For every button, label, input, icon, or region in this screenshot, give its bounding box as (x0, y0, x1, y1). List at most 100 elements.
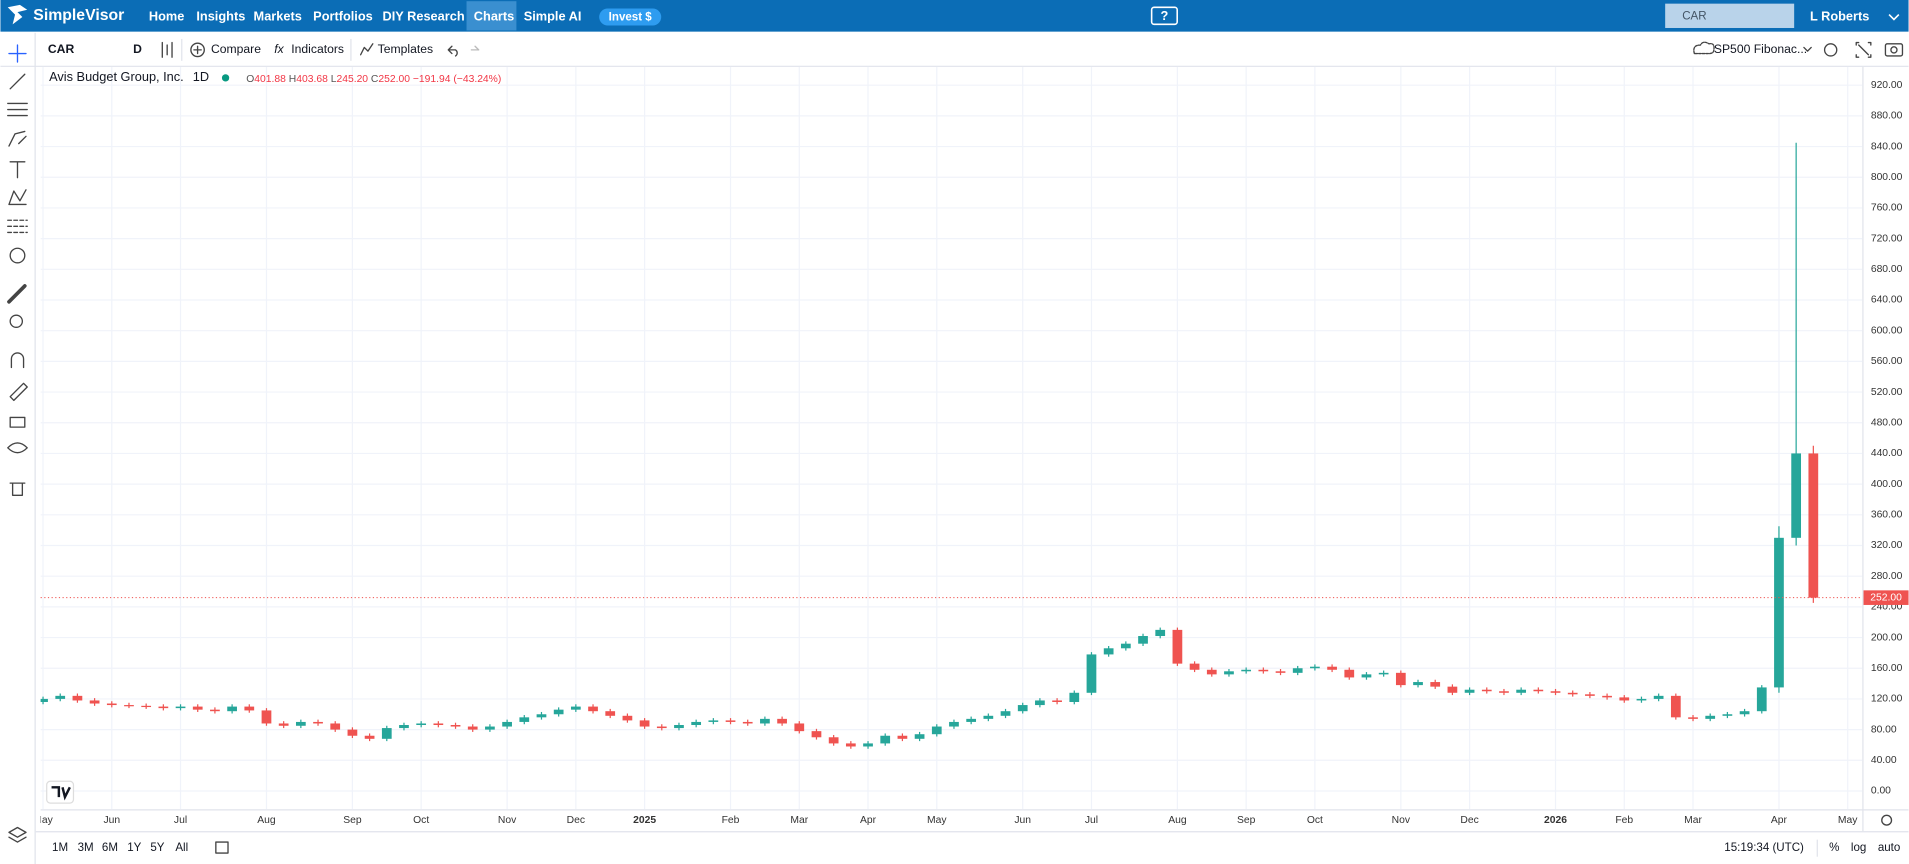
brand[interactable]: SimpleVisor (33, 7, 124, 24)
y-tick-label: 480.00 (1871, 417, 1903, 428)
study-selector[interactable]: SP500 Fibonac... (1714, 42, 1807, 56)
brush-tool[interactable] (8, 130, 27, 147)
candle-body (244, 706, 255, 711)
study-caret (1803, 46, 1812, 52)
chart-style-icon[interactable] (161, 41, 173, 58)
range-button[interactable]: 6M (102, 842, 118, 854)
x-tick-label: 2026 (1544, 815, 1567, 826)
indicators-button[interactable]: Indicators (291, 42, 344, 56)
y-tick-label: 440.00 (1871, 448, 1903, 459)
icon-tool[interactable] (9, 247, 26, 264)
candle-body (949, 721, 959, 727)
invest-pill[interactable] (599, 8, 662, 26)
candle-body (1275, 671, 1286, 673)
measure-tool[interactable] (7, 284, 27, 304)
fib-tool[interactable] (7, 102, 28, 117)
hide-tool[interactable] (7, 442, 28, 454)
delete-tool[interactable] (9, 482, 26, 496)
nav-link[interactable]: Markets (254, 8, 302, 23)
invest-button[interactable]: Invest $ (609, 12, 653, 24)
candle-body (381, 728, 392, 739)
y-tick-label: 520.00 (1871, 387, 1903, 398)
interval-button[interactable]: D (133, 42, 142, 56)
search-value[interactable]: CAR (1682, 10, 1706, 22)
active-tab-bg (466, 1, 517, 31)
y-tick-label: 720.00 (1871, 233, 1903, 244)
y-tick-label: 680.00 (1871, 264, 1903, 275)
candle-body (1120, 643, 1131, 649)
fullscreen-button[interactable] (1855, 41, 1872, 58)
candle-body (1619, 697, 1630, 701)
candle-body (570, 706, 581, 710)
legend-ohlc: O401.88 H403.68 L245.20 C252.00 −191.94 … (246, 74, 501, 85)
study-icon (1693, 41, 1715, 55)
candle-body (1155, 629, 1166, 637)
date-range-button[interactable] (215, 841, 229, 854)
candle-body (158, 706, 169, 709)
lock-drawing-tool[interactable] (9, 382, 28, 402)
x-tick-label: Sep (343, 815, 362, 826)
log-toggle[interactable]: log (1851, 842, 1866, 854)
nav-link[interactable]: DIY Research (383, 8, 465, 23)
range-button[interactable]: 1Y (127, 842, 141, 854)
undo-button[interactable] (447, 45, 458, 57)
nav-link[interactable]: Charts (474, 8, 514, 23)
indicators-icon[interactable]: fx (274, 42, 284, 56)
axis-settings[interactable] (1881, 814, 1893, 826)
range-button[interactable]: 1M (52, 842, 68, 854)
range-button[interactable]: All (175, 842, 188, 854)
templates-button[interactable]: Templates (378, 42, 433, 56)
magnet-tool[interactable] (10, 352, 25, 369)
screenshot-button[interactable] (1884, 43, 1904, 57)
candle-body (1653, 695, 1664, 699)
candle-body (1172, 629, 1183, 664)
candle-body (1069, 692, 1080, 702)
candle-body (811, 731, 822, 738)
nav-link[interactable]: Home (149, 8, 184, 23)
pattern-tool[interactable] (8, 189, 27, 206)
help-icon[interactable] (1150, 6, 1178, 26)
candle-body (1086, 654, 1097, 693)
candle-body (192, 706, 203, 710)
nav-link[interactable]: Portfolios (313, 8, 373, 23)
search-box[interactable] (1665, 3, 1795, 28)
range-button[interactable]: 5Y (150, 842, 164, 854)
user-menu[interactable]: L Roberts (1810, 8, 1869, 23)
candle-body (89, 700, 100, 704)
redo-button[interactable] (470, 45, 480, 51)
zoom-tool[interactable] (9, 314, 24, 329)
candle-body (931, 726, 942, 735)
y-tick-label: 560.00 (1871, 356, 1903, 367)
nav-link[interactable]: Simple AI (524, 8, 582, 23)
crosshair-tool[interactable] (8, 44, 27, 63)
symbol-input[interactable]: CAR (48, 42, 75, 56)
candle-body (1224, 671, 1234, 675)
candle-body (1413, 682, 1423, 686)
compare-button[interactable]: Compare (211, 42, 261, 56)
percent-toggle[interactable]: % (1829, 842, 1839, 854)
layers-button[interactable] (8, 826, 27, 843)
settings-button[interactable] (1823, 43, 1838, 57)
nav-link[interactable]: Insights (196, 8, 245, 23)
templates-icon[interactable] (359, 43, 374, 56)
clock: 15:19:34 (UTC) (1724, 842, 1804, 854)
candle-body (1000, 711, 1011, 716)
y-tick-label: 160.00 (1871, 663, 1903, 674)
candle-body (106, 703, 117, 706)
auto-toggle[interactable]: auto (1878, 842, 1900, 854)
compare-icon[interactable] (190, 42, 205, 58)
y-tick-label: 600.00 (1871, 325, 1903, 336)
lock-tool[interactable] (9, 416, 26, 428)
ohlc-value: 245.20 (336, 74, 368, 85)
candle-body (330, 723, 341, 730)
candle-body (794, 723, 805, 732)
range-button[interactable]: 3M (78, 842, 94, 854)
candle-body (983, 715, 994, 719)
prediction-tool[interactable] (7, 219, 28, 234)
y-tick-label: 640.00 (1871, 295, 1903, 306)
text-tool[interactable] (9, 161, 26, 179)
trend-line-tool[interactable] (9, 73, 26, 90)
candle-body (588, 706, 598, 712)
